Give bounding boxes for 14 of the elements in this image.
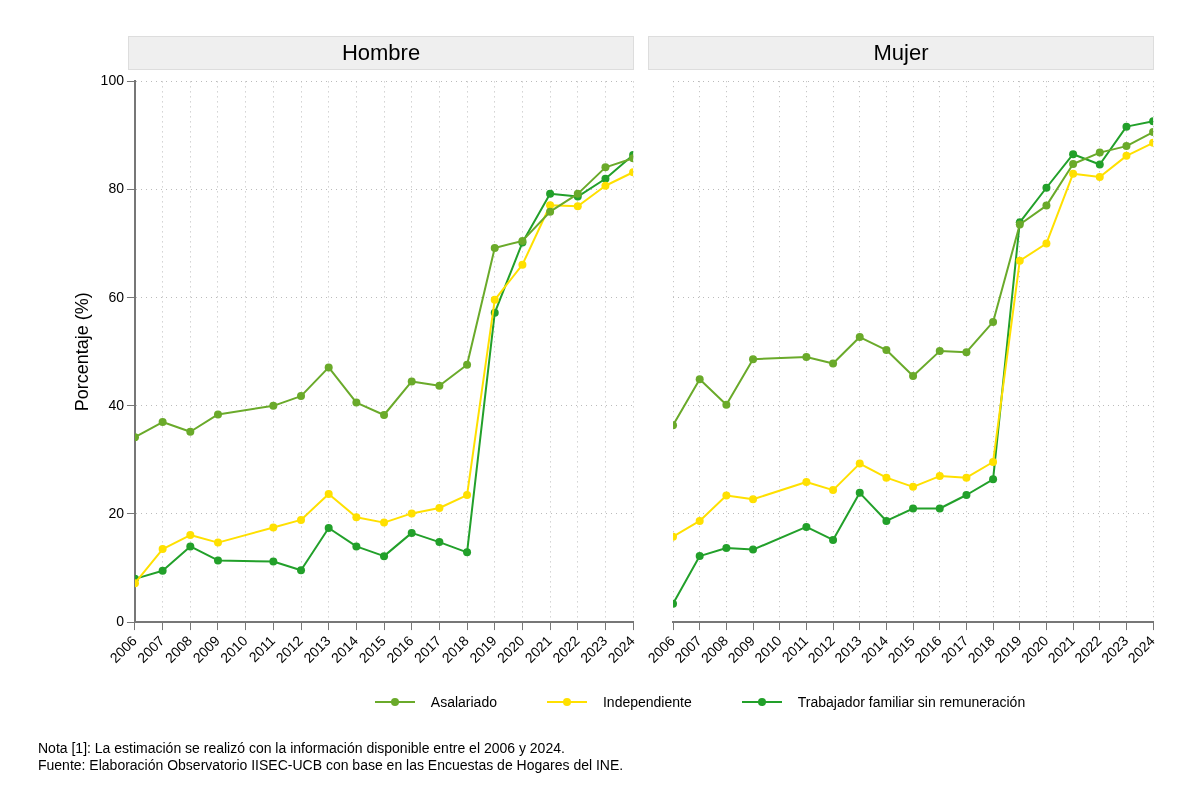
text: Nota [1]: La estimación se realizó con la información disponible entre el 2006 y 2024. [38, 740, 566, 757]
chart-title: Hombre [128, 36, 634, 70]
legend-label: Asalariado [430, 694, 497, 710]
legend-label: Independiente [602, 694, 692, 710]
y-tick-label: 60 [108, 288, 125, 305]
legend-label: Trabajador familiar sin remuneración [797, 694, 1026, 710]
y-tick-label: 20 [108, 504, 125, 521]
y-axis-title: Porcentaje (%) [71, 292, 92, 412]
chart-title: Mujer [648, 36, 1154, 70]
source-note: Fuente: Elaboración Observatorio IISEC-UCB con base en las Encuestas de Hogares del INE. [38, 757, 625, 774]
y-tick-label: 100 [100, 72, 125, 89]
y-tick-label: 40 [108, 396, 125, 413]
y-tick-label: 80 [108, 180, 125, 197]
y-tick-label: 0 [116, 612, 125, 629]
